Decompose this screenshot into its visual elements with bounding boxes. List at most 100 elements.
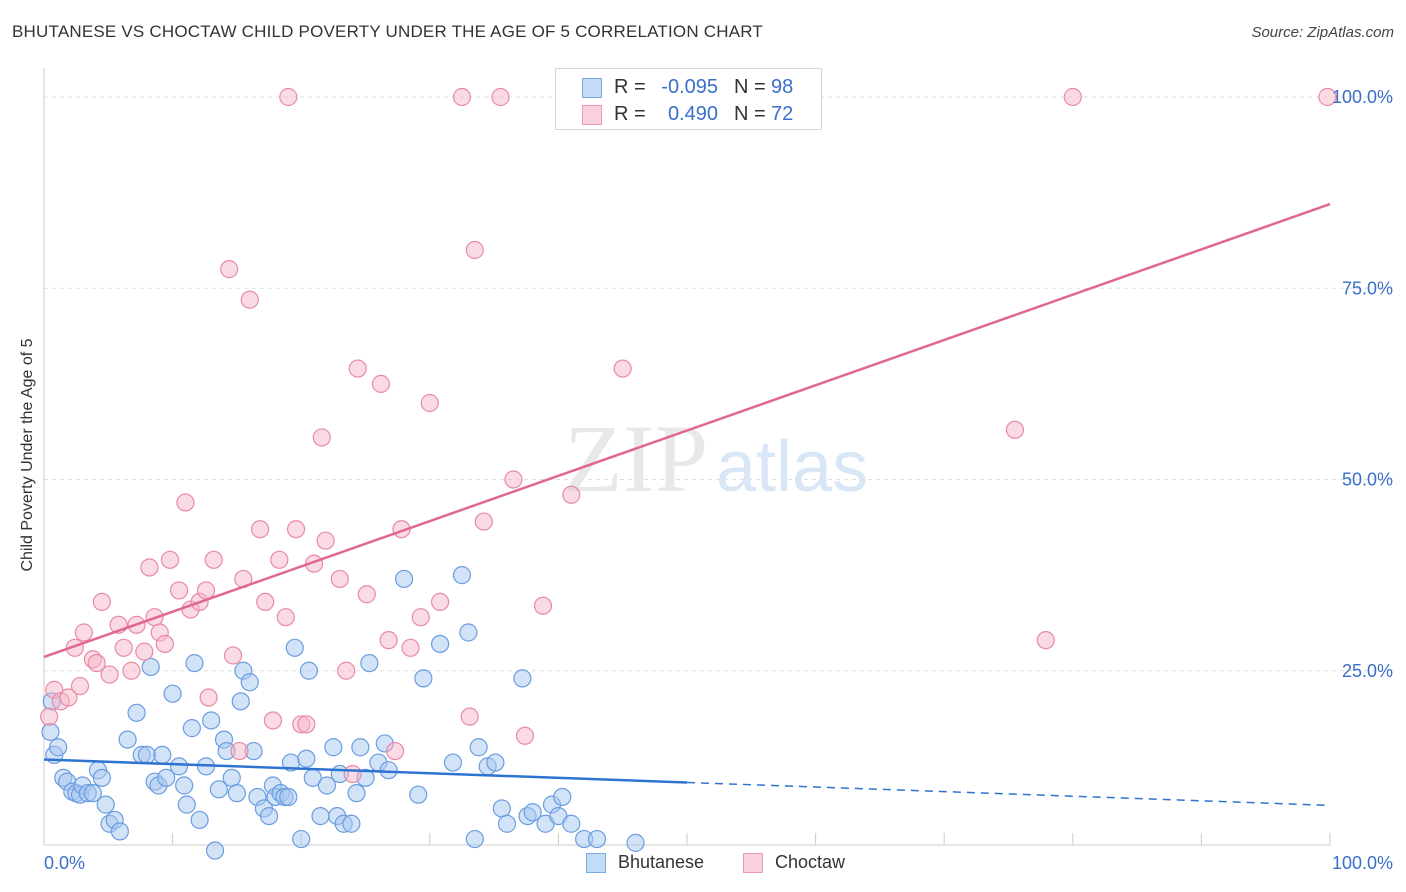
choctaw-point (533, 596, 553, 615)
bhutanese-point (626, 833, 645, 852)
choctaw-point (1036, 631, 1055, 650)
bhutanese-legend-swatch (586, 853, 606, 873)
y-tick-label: 100.0% (1332, 87, 1393, 107)
choctaw-point (223, 646, 243, 665)
bhutanese-point (153, 745, 172, 765)
choctaw-point (199, 688, 218, 707)
x-tick-label: 100.0% (1332, 853, 1393, 873)
y-tick-label: 50.0% (1342, 470, 1393, 490)
choctaw-point (160, 550, 180, 569)
choctaw-point (379, 631, 398, 650)
bhutanese-point (430, 634, 450, 654)
bhutanese-point (497, 814, 517, 833)
choctaw-point (279, 87, 298, 107)
bhutanese-point (41, 722, 60, 742)
choctaw-point (474, 512, 493, 531)
choctaw-point (155, 634, 174, 654)
bhutanese-point (299, 661, 319, 680)
y-tick-label: 75.0% (1342, 278, 1393, 298)
bhutanese-point (492, 799, 511, 818)
choctaw-point (613, 359, 632, 378)
r-value: -0.095 (661, 76, 718, 98)
r-label: R = (614, 103, 646, 125)
bhutanese-point (96, 795, 115, 814)
choctaw-point (316, 531, 335, 550)
choctaw-point (87, 653, 106, 673)
choctaw-point (220, 260, 239, 279)
choctaw-swatch (582, 105, 602, 125)
r-value: 0.490 (667, 103, 718, 125)
bhutanese-point (222, 768, 241, 787)
choctaw-point (297, 715, 316, 734)
choctaw-legend-label: Choctaw (775, 852, 846, 872)
choctaw-point (1063, 87, 1082, 107)
bhutanese-point (185, 653, 204, 673)
choctaw-point (263, 711, 283, 730)
bhutanese-point (83, 784, 102, 803)
bhutanese-point (414, 669, 433, 688)
bhutanese-point (452, 566, 472, 585)
choctaw-point (250, 520, 270, 539)
choctaw-point (337, 661, 356, 680)
choctaw-point (70, 676, 90, 696)
bhutanese-point (205, 841, 225, 860)
choctaw-point (140, 558, 159, 577)
choctaw-point (135, 642, 154, 661)
bhutanese-point (443, 753, 463, 772)
bhutanese-point (110, 822, 129, 841)
choctaw-point (385, 741, 405, 761)
bhutanese-swatch (582, 78, 602, 98)
r-label: R = (614, 76, 646, 98)
chart-title: BHUTANESE VS CHOCTAW CHILD POVERTY UNDER… (12, 22, 763, 41)
bhutanese-point (553, 787, 572, 807)
legend-row-bhutanese: R = -0.095 N = 98 (556, 75, 821, 101)
n-value: 98 (771, 76, 794, 98)
bhutanese-point (394, 569, 414, 589)
choctaw-point (286, 520, 306, 539)
choctaw-point (562, 485, 581, 504)
choctaw-point (122, 661, 141, 680)
choctaw-point (169, 581, 189, 600)
choctaw-point (100, 665, 119, 684)
choctaw-point (59, 688, 78, 707)
bhutanese-point (587, 829, 607, 849)
bhutanese-point (297, 749, 316, 768)
n-label: N = (734, 76, 766, 98)
choctaw-point (312, 428, 331, 447)
choctaw-point (411, 608, 430, 627)
choctaw-point (276, 608, 295, 627)
bhutanese-legend-label: Bhutanese (618, 852, 705, 872)
bhutanese-point (190, 810, 209, 830)
choctaw-point (330, 569, 349, 589)
choctaw-point (256, 592, 275, 612)
bhutanese-point (169, 757, 189, 776)
choctaw-point (465, 240, 484, 260)
choctaw-point (230, 741, 249, 761)
choctaw-point (40, 707, 59, 726)
choctaw-point (74, 623, 93, 642)
choctaw-point (371, 374, 391, 393)
choctaw-trend-line (43, 202, 1331, 659)
bhutanese-point (523, 803, 542, 822)
bhutanese-point (177, 795, 196, 814)
bhutanese-trend-line (43, 758, 688, 784)
choctaw-point (204, 550, 223, 569)
n-value: 72 (771, 103, 794, 125)
choctaw-point (1005, 420, 1025, 439)
bhutanese-point (459, 623, 478, 642)
legend-row-choctaw: R = 0.490 N = 72 (556, 102, 821, 128)
x-tick-label: 0.0% (44, 853, 85, 873)
bhutanese-point (279, 787, 298, 807)
trend-layer (43, 202, 1331, 807)
correlation-legend: R = -0.095 N = 98 R = 0.490 N = 72 (555, 68, 822, 130)
watermark-atlas: atlas (716, 427, 868, 507)
bhutanese-point (311, 806, 330, 826)
bhutanese-point (342, 814, 361, 833)
bhutanese-point (324, 738, 343, 757)
bhutanese-point (137, 745, 156, 765)
bhutanese-point (118, 730, 137, 749)
bhutanese-point (513, 669, 532, 688)
bhutanese-point (209, 780, 228, 799)
bhutanese-point (409, 785, 428, 804)
